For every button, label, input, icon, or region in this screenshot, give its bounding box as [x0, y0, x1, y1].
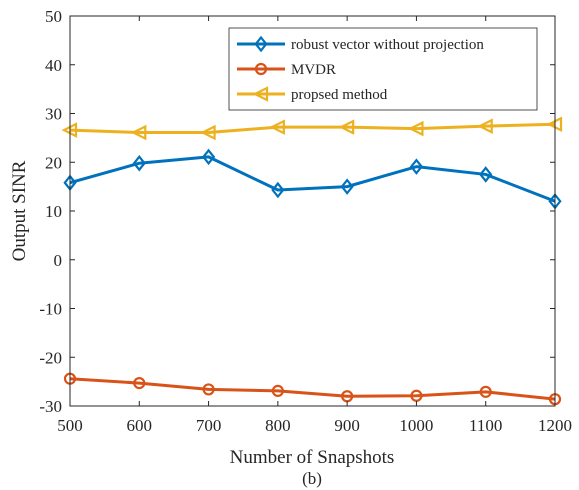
data-point — [407, 120, 424, 137]
data-point — [271, 384, 284, 397]
y-tick-label: 0 — [54, 251, 63, 270]
series-line — [69, 122, 556, 135]
data-point — [410, 389, 423, 402]
x-tick-label: 900 — [334, 416, 360, 435]
legend-marker — [254, 62, 268, 76]
y-tick-label: 10 — [45, 202, 62, 221]
data-point — [269, 119, 285, 135]
series-layer — [61, 116, 563, 406]
legend-item: MVDR — [237, 62, 336, 78]
data-point — [338, 119, 355, 135]
x-axis-label: Number of Snapshots — [230, 447, 395, 468]
data-point — [479, 385, 492, 398]
data-point — [477, 118, 493, 134]
data-point — [202, 383, 215, 396]
x-tick-label: 800 — [265, 416, 291, 435]
legend-marker — [254, 35, 268, 53]
legend-label: robust vector without projection — [291, 37, 484, 53]
series-line — [69, 377, 556, 401]
y-tick-label: -20 — [39, 348, 62, 367]
y-tick-label: 30 — [45, 105, 62, 124]
figure-caption: (b) — [302, 469, 322, 488]
legend-item: robust vector without projection — [237, 35, 484, 53]
y-axis-label: Output SINR — [9, 160, 30, 261]
x-tick-label: 1100 — [469, 416, 502, 435]
x-tick-label: 1200 — [538, 416, 572, 435]
data-point — [340, 178, 354, 195]
y-tick-label: 50 — [45, 7, 62, 26]
data-point — [201, 148, 216, 166]
y-tick-label: 40 — [45, 56, 62, 75]
x-tick-label: 700 — [196, 416, 222, 435]
legend-label: propsed method — [291, 87, 388, 103]
data-point — [200, 124, 216, 141]
x-tick-label: 600 — [127, 416, 153, 435]
legend-marker — [252, 86, 269, 102]
x-tick-label: 500 — [57, 416, 83, 435]
data-point — [130, 124, 147, 141]
data-point — [132, 154, 146, 172]
data-point — [271, 181, 285, 199]
legend: robust vector without projection MVDR prop… — [228, 27, 538, 111]
x-tick-label: 1000 — [399, 416, 433, 435]
series-line — [69, 155, 556, 203]
y-tick-label: -30 — [39, 397, 62, 416]
legend-label: MVDR — [291, 62, 336, 78]
y-tick-label: 20 — [45, 153, 62, 172]
legend-item: propsed method — [237, 86, 388, 103]
data-point — [409, 158, 424, 175]
data-point — [479, 166, 493, 183]
data-point — [133, 376, 146, 390]
y-tick-label: -10 — [39, 300, 62, 319]
ticks-layer: 500 600 700 800 900 1000 1100 1200 -30 -20 -10 0 10 2… — [39, 7, 572, 435]
